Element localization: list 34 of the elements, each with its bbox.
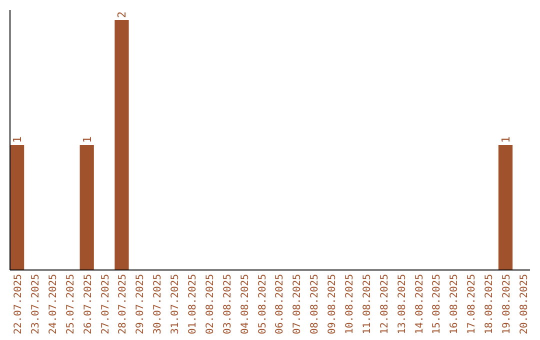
x-tick-label: 24.07.2025 xyxy=(48,274,59,334)
x-tick-label: 16.08.2025 xyxy=(449,274,460,334)
x-tick-label: 09.08.2025 xyxy=(327,274,338,334)
data-label: 1 xyxy=(11,136,24,143)
x-tick-label: 22.07.2025 xyxy=(13,274,24,334)
x-tick-label: 13.08.2025 xyxy=(396,274,408,334)
x-tick-label: 29.07.2025 xyxy=(135,274,146,334)
x-tick-label: 15.08.2025 xyxy=(432,274,443,334)
data-label: 2 xyxy=(116,11,129,18)
x-tick-label: 08.08.2025 xyxy=(310,274,321,334)
x-tick-label: 30.07.2025 xyxy=(152,274,164,334)
x-tick-label: 20.08.2025 xyxy=(518,274,530,334)
x-tick-label: 25.07.2025 xyxy=(65,274,76,334)
x-tick-label: 18.08.2025 xyxy=(484,274,496,334)
x-tick-label: 02.08.2025 xyxy=(204,274,216,334)
x-tick-label: 04.08.2025 xyxy=(240,274,251,334)
x-tick-label: 12.08.2025 xyxy=(379,274,390,334)
x-tick-label: 01.08.2025 xyxy=(188,274,199,334)
x-tick-label: 03.08.2025 xyxy=(222,274,234,334)
x-tick-label: 31.07.2025 xyxy=(170,274,182,334)
x-tick-label: 19.08.2025 xyxy=(501,274,512,334)
x-tick-label: 07.08.2025 xyxy=(292,274,304,334)
x-tick-label: 28.07.2025 xyxy=(118,274,129,334)
x-tick-label: 06.08.2025 xyxy=(274,274,286,334)
x-tick-label: 26.07.2025 xyxy=(82,274,94,334)
x-tick-label: 05.08.2025 xyxy=(257,274,268,334)
x-tick-label: 17.08.2025 xyxy=(466,274,478,334)
x-tick-label: 14.08.2025 xyxy=(414,274,426,334)
x-tick-label: 10.08.2025 xyxy=(344,274,356,334)
data-label: 1 xyxy=(499,136,512,143)
x-tick-label: 11.08.2025 xyxy=(362,274,373,334)
data-label: 1 xyxy=(80,136,94,143)
x-tick-label: 23.07.2025 xyxy=(30,274,42,334)
x-tick-label: 27.07.2025 xyxy=(100,274,112,334)
